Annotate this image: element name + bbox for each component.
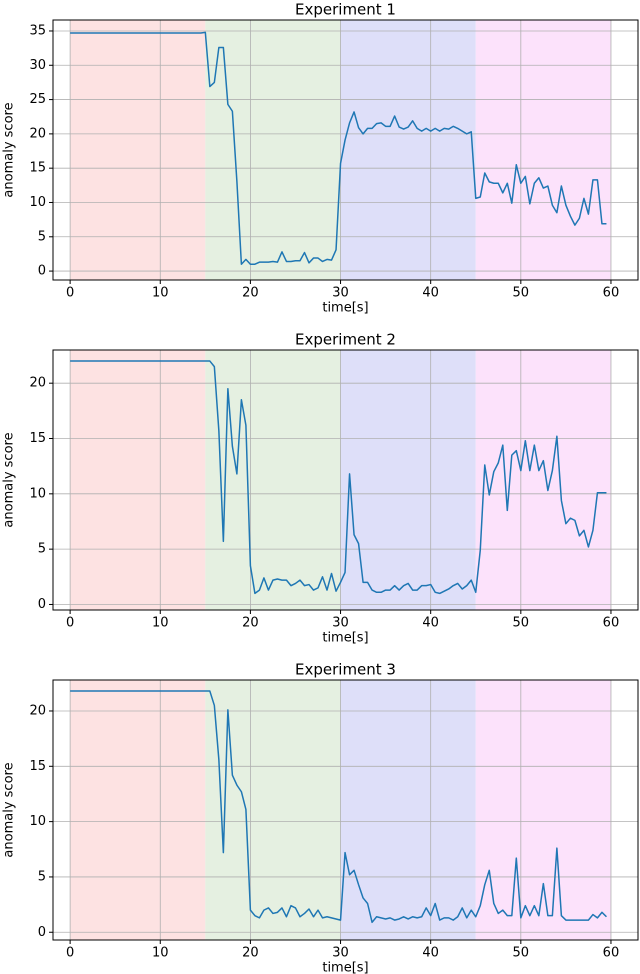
y-axis-label: anomaly score: [2, 102, 17, 197]
y-tick-label: 25: [29, 92, 46, 107]
chart-title: Experiment 2: [295, 331, 396, 349]
x-tick-label: 10: [152, 616, 169, 631]
x-tick-label: 50: [513, 616, 530, 631]
region-span: [475, 680, 611, 940]
chart-title: Experiment 3: [295, 661, 396, 679]
axes-frame: [52, 19, 639, 281]
y-tick-label: 20: [29, 376, 46, 391]
region-span: [340, 350, 476, 610]
x-tick-label: 60: [603, 946, 620, 961]
y-tick-label: 0: [38, 597, 46, 612]
x-tick-label: 40: [422, 286, 439, 301]
x-tick-label: 50: [513, 946, 530, 961]
region-span: [205, 20, 341, 280]
x-axis-label: time[s]: [322, 631, 368, 646]
x-tick-label: 20: [242, 616, 259, 631]
y-tick-label: 5: [38, 229, 46, 244]
y-axis-label: anomaly score: [2, 762, 17, 857]
chart-title: Experiment 1: [295, 1, 396, 19]
region-span: [205, 680, 341, 940]
x-tick-label: 0: [66, 616, 74, 631]
y-tick-label: 10: [29, 486, 46, 501]
y-axis-label: anomaly score: [2, 432, 17, 527]
y-tick-label: 0: [38, 925, 46, 940]
x-tick-label: 0: [66, 286, 74, 301]
y-tick-label: 30: [29, 58, 46, 73]
region-span: [70, 350, 206, 610]
x-tick-label: 10: [152, 946, 169, 961]
x-tick-label: 60: [603, 616, 620, 631]
data-line: [70, 31, 607, 265]
x-tick-label: 10: [152, 286, 169, 301]
y-tick-label: 10: [29, 814, 46, 829]
y-tick-label: 15: [29, 431, 46, 446]
y-tick-label: 10: [29, 195, 46, 210]
x-tick-label: 40: [422, 946, 439, 961]
x-tick-label: 0: [66, 946, 74, 961]
x-tick-label: 60: [603, 286, 620, 301]
axes-frame: [52, 679, 639, 941]
region-span: [70, 680, 206, 940]
region-span: [340, 680, 476, 940]
y-tick-label: 5: [38, 869, 46, 884]
y-tick-label: 15: [29, 759, 46, 774]
y-tick-label: 5: [38, 542, 46, 557]
y-tick-label: 0: [38, 264, 46, 279]
region-span: [70, 20, 206, 280]
x-tick-label: 40: [422, 616, 439, 631]
x-tick-label: 30: [332, 286, 349, 301]
x-tick-label: 30: [332, 946, 349, 961]
x-tick-label: 20: [242, 946, 259, 961]
x-tick-label: 30: [332, 616, 349, 631]
y-tick-label: 20: [29, 703, 46, 718]
y-tick-label: 20: [29, 126, 46, 141]
x-tick-label: 20: [242, 286, 259, 301]
x-axis-label: time[s]: [322, 961, 368, 974]
region-span: [475, 350, 611, 610]
data-line: [70, 360, 607, 595]
axes-frame: [52, 349, 639, 611]
x-tick-label: 50: [513, 286, 530, 301]
x-axis-label: time[s]: [322, 301, 368, 316]
y-tick-label: 15: [29, 161, 46, 176]
data-line: [70, 690, 607, 924]
region-span: [340, 20, 476, 280]
region-span: [475, 20, 611, 280]
y-tick-label: 35: [29, 23, 46, 38]
